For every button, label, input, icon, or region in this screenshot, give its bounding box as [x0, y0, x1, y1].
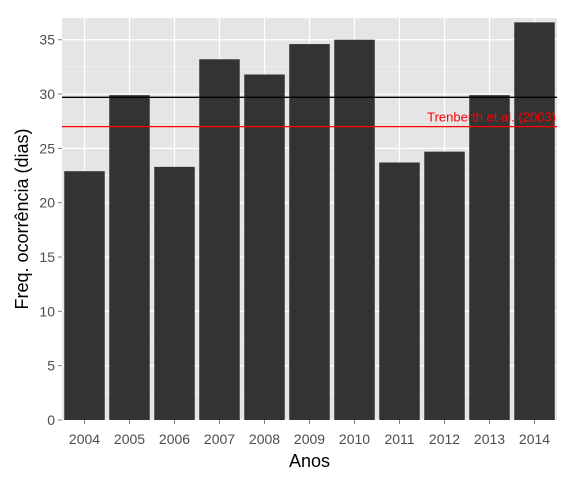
- x-tick-label: 2012: [429, 431, 460, 447]
- x-tick-label: 2009: [294, 431, 325, 447]
- bar-2014: [514, 22, 555, 420]
- x-tick-label: 2006: [159, 431, 190, 447]
- y-tick-label: 10: [39, 303, 55, 319]
- y-tick-label: 30: [39, 86, 55, 102]
- bar-2012: [424, 151, 465, 421]
- x-axis-title: Anos: [289, 451, 330, 471]
- bar-2011: [379, 162, 420, 421]
- y-tick-label: 0: [47, 412, 55, 428]
- x-tick-label: 2007: [204, 431, 235, 447]
- y-axis: 0 5 10 15 20 25 30 35: [39, 32, 62, 428]
- bars: [64, 22, 555, 421]
- x-tick-label: 2008: [249, 431, 280, 447]
- y-tick-label: 25: [39, 140, 55, 156]
- bar-2013: [469, 95, 510, 421]
- y-tick-label: 15: [39, 249, 55, 265]
- y-tick-label: 35: [39, 32, 55, 48]
- x-tick-label: 2013: [474, 431, 505, 447]
- bar-2007: [199, 59, 240, 420]
- bar-2006: [154, 166, 195, 420]
- bar-2010: [334, 39, 375, 420]
- x-tick-label: 2014: [519, 431, 550, 447]
- y-tick-label: 20: [39, 195, 55, 211]
- bar-2008: [244, 74, 285, 420]
- x-tick-label: 2004: [69, 431, 100, 447]
- y-axis-title: Freq. ocorrência (dias): [12, 128, 32, 309]
- y-tick-label: 5: [47, 358, 55, 374]
- x-tick-label: 2010: [339, 431, 370, 447]
- bar-2004: [64, 171, 105, 420]
- reference-lines: Trenberth et al. (2003): [62, 96, 557, 128]
- x-tick-label: 2011: [384, 431, 414, 447]
- reference-line-label: Trenberth et al. (2003): [427, 110, 556, 125]
- bar-2009: [289, 44, 330, 420]
- x-tick-label: 2005: [114, 431, 145, 447]
- bar-2005: [109, 95, 150, 421]
- x-axis: 2004 2005 2006 2007 2008 2009 2010 2011 2012 2013…: [69, 420, 550, 447]
